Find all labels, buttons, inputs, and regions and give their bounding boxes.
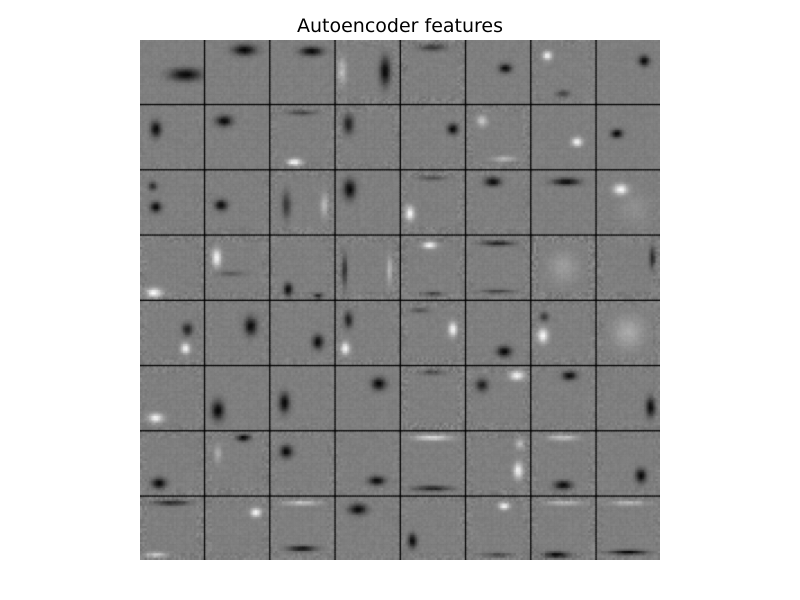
feature-mosaic-image [140,40,660,560]
figure-title: Autoencoder features [296,15,503,37]
